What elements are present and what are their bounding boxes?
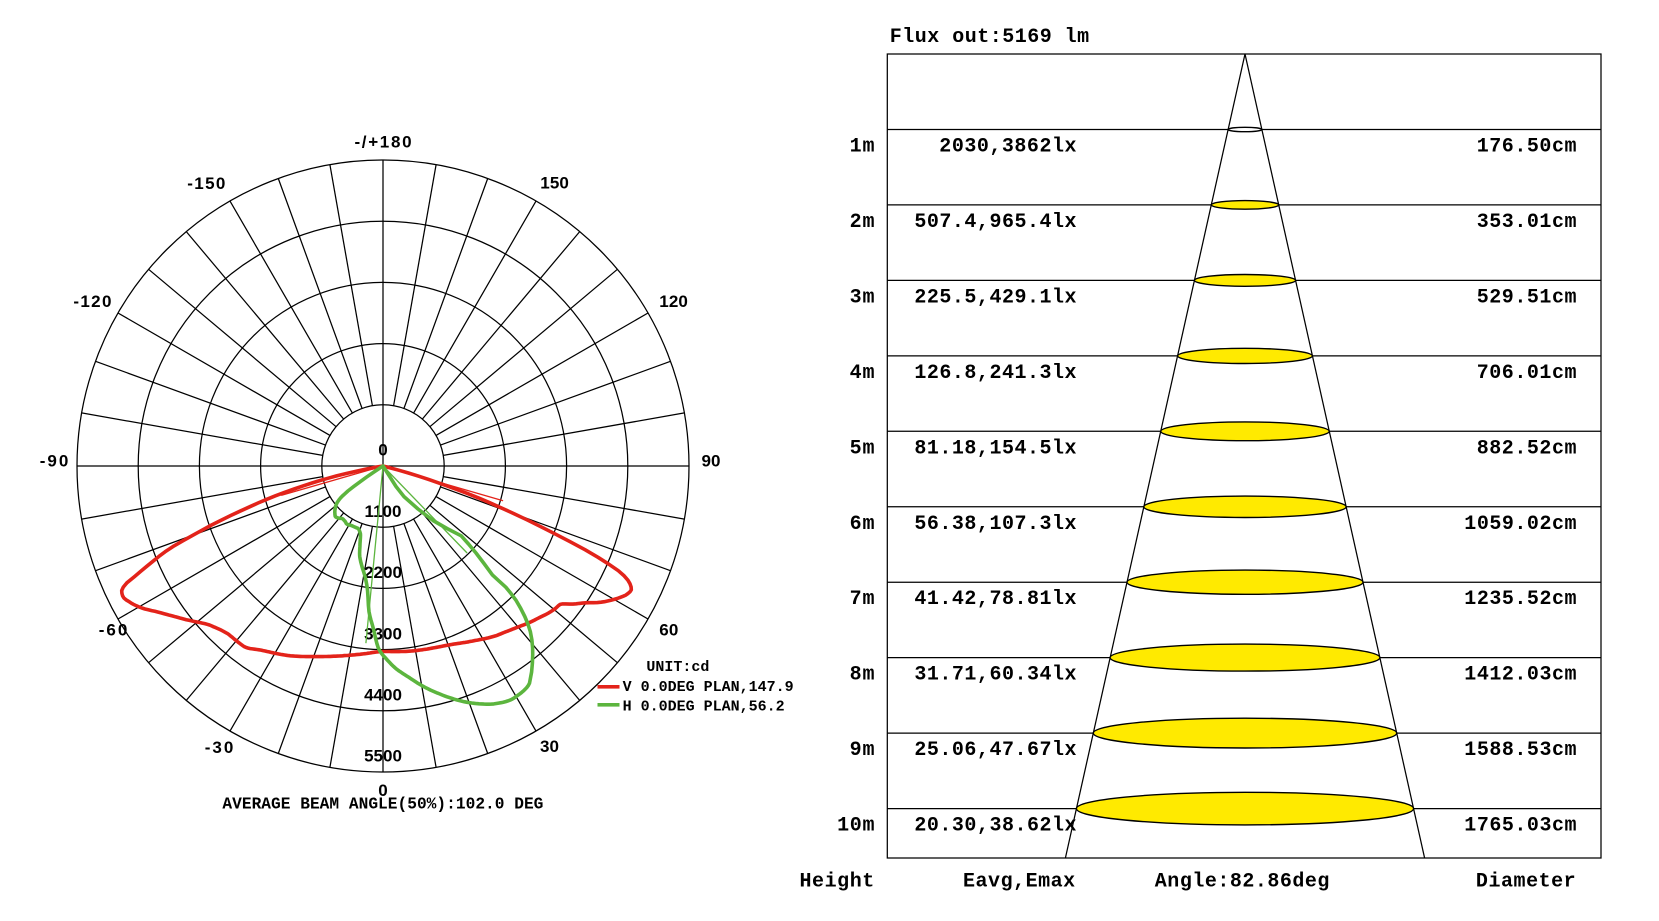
svg-text:4400: 4400 xyxy=(364,686,402,705)
svg-text:41.42,78.81lx: 41.42,78.81lx xyxy=(914,588,1076,611)
svg-text:Diameter: Diameter xyxy=(1476,871,1576,894)
svg-text:-90: -90 xyxy=(40,452,69,471)
svg-text:90: 90 xyxy=(702,452,721,471)
svg-text:5m: 5m xyxy=(850,437,875,460)
svg-text:1588.53cm: 1588.53cm xyxy=(1464,739,1576,762)
svg-text:7m: 7m xyxy=(850,588,875,611)
svg-text:507.4,965.4lx: 507.4,965.4lx xyxy=(914,211,1076,234)
svg-text:3m: 3m xyxy=(850,286,875,309)
svg-text:10m: 10m xyxy=(837,815,874,838)
svg-text:Eavg,Emax: Eavg,Emax xyxy=(963,871,1075,894)
svg-text:0: 0 xyxy=(378,441,387,460)
svg-text:2m: 2m xyxy=(850,211,875,234)
svg-text:0: 0 xyxy=(378,781,387,800)
svg-text:150: 150 xyxy=(540,174,569,193)
svg-text:3300: 3300 xyxy=(364,624,402,643)
svg-text:1235.52cm: 1235.52cm xyxy=(1464,588,1576,611)
svg-text:-60: -60 xyxy=(99,621,128,640)
svg-text:1412.03cm: 1412.03cm xyxy=(1464,664,1576,687)
svg-text:176.50cm: 176.50cm xyxy=(1477,136,1577,159)
svg-text:1765.03cm: 1765.03cm xyxy=(1464,815,1576,838)
svg-text:30: 30 xyxy=(540,737,559,756)
svg-text:9m: 9m xyxy=(850,739,875,762)
svg-text:2200: 2200 xyxy=(364,563,402,582)
svg-text:31.71,60.34lx: 31.71,60.34lx xyxy=(914,664,1076,687)
svg-text:6m: 6m xyxy=(850,513,875,536)
svg-text:-150: -150 xyxy=(187,174,225,193)
svg-text:20.30,38.62lx: 20.30,38.62lx xyxy=(914,815,1076,838)
svg-text:56.38,107.3lx: 56.38,107.3lx xyxy=(914,513,1076,536)
svg-text:AVERAGE BEAM ANGLE(50%):102.0: AVERAGE BEAM ANGLE(50%):102.0 DEG xyxy=(222,795,543,813)
svg-text:Angle:82.86deg: Angle:82.86deg xyxy=(1155,871,1330,894)
svg-text:-120: -120 xyxy=(73,292,111,311)
svg-text:4m: 4m xyxy=(850,362,875,385)
svg-text:UNIT:cd: UNIT:cd xyxy=(646,659,709,676)
svg-text:126.8,241.3lx: 126.8,241.3lx xyxy=(914,362,1076,385)
svg-text:60: 60 xyxy=(659,621,678,640)
svg-text:Flux out:5169 lm: Flux out:5169 lm xyxy=(890,26,1089,49)
svg-text:H 0.0DEG PLAN,56.2: H 0.0DEG PLAN,56.2 xyxy=(623,698,785,715)
svg-text:225.5,429.1lx: 225.5,429.1lx xyxy=(914,286,1076,309)
svg-text:1m: 1m xyxy=(850,136,875,159)
svg-text:Height: Height xyxy=(800,871,875,894)
svg-text:1059.02cm: 1059.02cm xyxy=(1464,513,1576,536)
svg-text:-30: -30 xyxy=(205,738,234,757)
svg-text:V 0.0DEG PLAN,147.9: V 0.0DEG PLAN,147.9 xyxy=(623,679,794,696)
svg-text:1100: 1100 xyxy=(365,502,402,521)
svg-text:353.01cm: 353.01cm xyxy=(1477,211,1577,234)
svg-text:8m: 8m xyxy=(850,664,875,687)
svg-text:5500: 5500 xyxy=(364,747,402,766)
svg-text:882.52cm: 882.52cm xyxy=(1477,437,1577,460)
svg-text:706.01cm: 706.01cm xyxy=(1477,362,1577,385)
svg-text:120: 120 xyxy=(659,292,688,311)
svg-text:2030,3862lx: 2030,3862lx xyxy=(939,136,1076,159)
svg-text:25.06,47.67lx: 25.06,47.67lx xyxy=(914,739,1076,762)
svg-text:-/+180: -/+180 xyxy=(354,133,411,152)
svg-text:81.18,154.5lx: 81.18,154.5lx xyxy=(914,437,1076,460)
svg-text:529.51cm: 529.51cm xyxy=(1477,286,1577,309)
